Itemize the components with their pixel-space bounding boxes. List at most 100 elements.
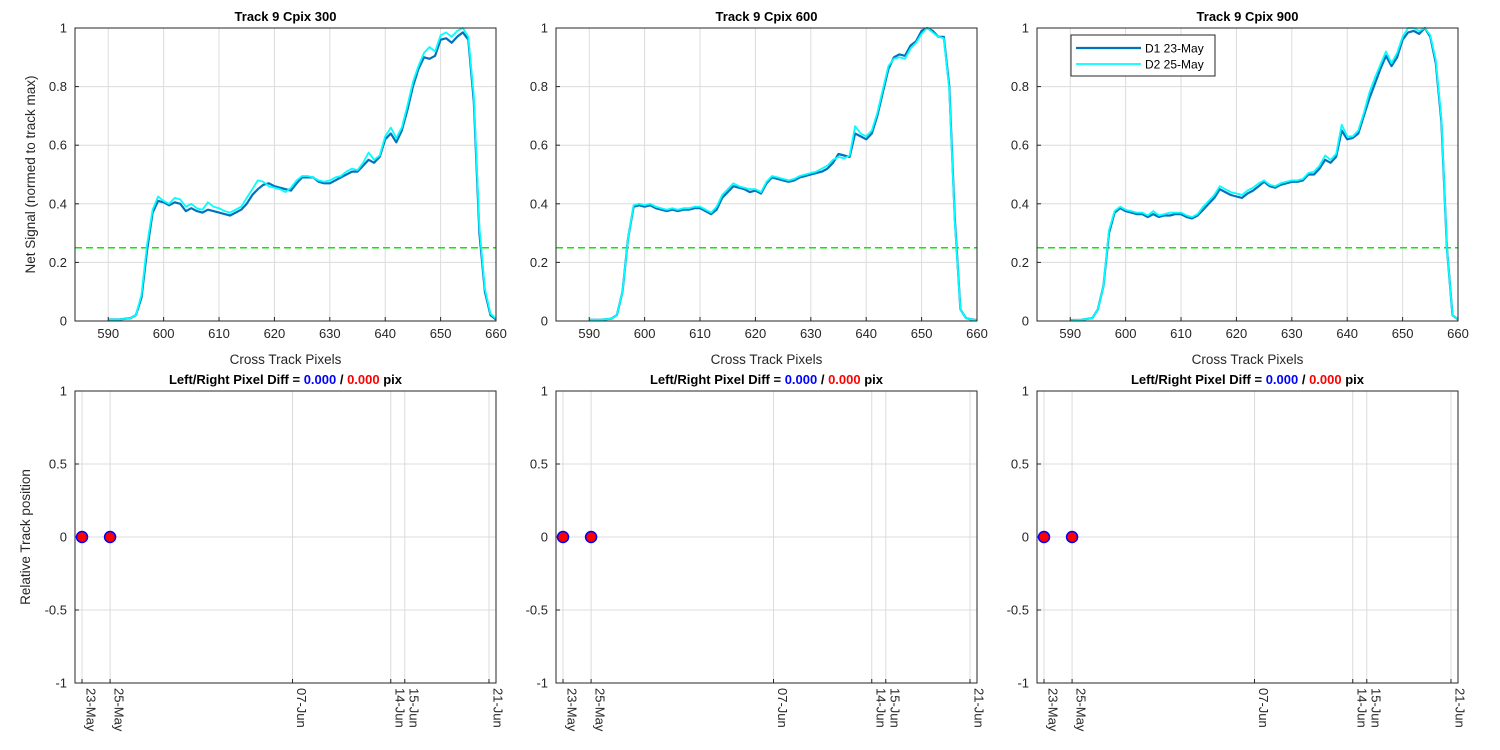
title-suffix: pix: [1342, 372, 1365, 387]
y-tick-label: 0.2: [49, 255, 67, 270]
x-tick-label: 660: [1447, 326, 1469, 341]
y-tick-label: 0.4: [49, 196, 67, 211]
panel-title: Left/Right Pixel Diff = 0.000 / 0.000 pi…: [650, 372, 884, 387]
track-position-point: [556, 530, 570, 544]
series-line-d1: [589, 26, 978, 322]
y-tick-label: -1: [1017, 676, 1029, 691]
axes-box: [555, 27, 978, 322]
x-tick-label: 610: [1170, 326, 1192, 341]
x-axis-label: Cross Track Pixels: [230, 352, 342, 367]
x-tick-label: 600: [1115, 326, 1137, 341]
x-tick-label: 650: [911, 326, 933, 341]
y-axis-label: Net Signal (normed to track max): [23, 75, 38, 273]
x-tick-label: 620: [745, 326, 767, 341]
y-tick-label: -0.5: [526, 603, 548, 618]
track-position-panel-1: -1 -0.5 0 0.5 1 23-May 25-May 07-Jun 14-Jun 15-Ju…: [18, 372, 505, 732]
title-suffix: pix: [380, 372, 403, 387]
y-tick-label: 0: [1022, 530, 1029, 545]
x-date-tick-label: 14-Jun: [392, 688, 407, 728]
x-date-tick-label: 23-May: [565, 688, 580, 732]
series-line-d1: [108, 31, 497, 321]
panel-title: Left/Right Pixel Diff = 0.000 / 0.000 pi…: [169, 372, 403, 387]
x-date-tick-label: 25-May: [593, 688, 608, 732]
y-tick-label: 0.2: [1011, 255, 1029, 270]
y-tick-label: -0.5: [1007, 603, 1029, 618]
axes-box: [74, 27, 497, 322]
y-tick-label: -1: [55, 676, 67, 691]
legend: D1 23-May D2 25-May: [1070, 34, 1216, 77]
x-date-tick-label: 07-Jun: [1256, 688, 1271, 728]
x-tick-label: 640: [1336, 326, 1358, 341]
title-suffix: pix: [861, 372, 884, 387]
track-position-point: [1065, 530, 1079, 544]
right-diff-value: 0.000: [1309, 372, 1342, 387]
x-tick-label: 610: [208, 326, 230, 341]
x-tick-label: 650: [1392, 326, 1414, 341]
y-tick-label: 1: [60, 384, 67, 399]
x-date-tick-label: 21-Jun: [971, 688, 986, 728]
x-date-tick-label: 23-May: [1046, 688, 1061, 732]
title-separator: /: [1298, 372, 1309, 387]
y-tick-label: 0.5: [1011, 457, 1029, 472]
right-diff-value: 0.000: [828, 372, 861, 387]
x-date-tick-label: 25-May: [1074, 688, 1089, 732]
y-tick-label: 0: [541, 530, 548, 545]
right-diff-value: 0.000: [347, 372, 380, 387]
y-tick-label: 0.5: [49, 457, 67, 472]
x-date-tick-label: 21-Jun: [1452, 688, 1467, 728]
x-date-tick-label: 23-May: [84, 688, 99, 732]
x-tick-label: 630: [800, 326, 822, 341]
x-axis-label: Cross Track Pixels: [711, 352, 823, 367]
y-tick-label: 0.6: [530, 138, 548, 153]
x-date-tick-label: 15-Jun: [406, 688, 421, 728]
y-tick-label: 1: [1022, 384, 1029, 399]
axes-box: [1036, 27, 1459, 322]
y-tick-label: 0.6: [49, 138, 67, 153]
legend-box: [1070, 34, 1216, 77]
x-tick-label: 640: [374, 326, 396, 341]
track-position-point: [103, 530, 117, 544]
x-date-tick-label: 14-Jun: [1354, 688, 1369, 728]
x-tick-label: 590: [97, 326, 119, 341]
x-date-tick-label: 14-Jun: [873, 688, 888, 728]
x-tick-label: 600: [153, 326, 175, 341]
track-position-point: [75, 530, 89, 544]
y-tick-label: 1: [541, 384, 548, 399]
panel-title: Track 9 Cpix 600: [716, 9, 818, 24]
x-tick-label: 640: [855, 326, 877, 341]
title-prefix: Left/Right Pixel Diff =: [1131, 372, 1266, 387]
x-tick-label: 600: [634, 326, 656, 341]
y-tick-label: 0.6: [1011, 138, 1029, 153]
title-prefix: Left/Right Pixel Diff =: [169, 372, 304, 387]
x-date-tick-label: 07-Jun: [775, 688, 790, 728]
y-tick-label: 0.8: [1011, 79, 1029, 94]
track-position-point: [1037, 530, 1051, 544]
title-separator: /: [817, 372, 828, 387]
x-date-tick-label: 15-Jun: [887, 688, 902, 728]
track-position-point: [584, 530, 598, 544]
x-date-tick-label: 21-Jun: [490, 688, 505, 728]
title-separator: /: [336, 372, 347, 387]
x-tick-label: 590: [578, 326, 600, 341]
y-tick-label: 0: [60, 530, 67, 545]
x-axis-label: Cross Track Pixels: [1192, 352, 1304, 367]
panel-title: Track 9 Cpix 900: [1197, 9, 1299, 24]
left-diff-value: 0.000: [304, 372, 337, 387]
y-tick-label: 0: [1022, 314, 1029, 329]
y-tick-label: 1: [60, 21, 67, 36]
signal-panel-1: 590 600 610 620 630 640 650 660 0 0.2 0.4 0.6 0.8 1 Tr…: [23, 9, 507, 367]
x-tick-label: 630: [1281, 326, 1303, 341]
left-diff-value: 0.000: [785, 372, 818, 387]
legend-label: D1 23-May: [1145, 42, 1204, 56]
y-tick-label: 0.8: [49, 79, 67, 94]
x-date-tick-label: 25-May: [112, 688, 127, 732]
y-tick-label: 0.4: [530, 196, 548, 211]
x-tick-label: 620: [1226, 326, 1248, 341]
x-tick-label: 630: [319, 326, 341, 341]
y-tick-label: 0: [60, 314, 67, 329]
series-line-d1: [1070, 26, 1459, 322]
x-tick-label: 610: [689, 326, 711, 341]
y-tick-label: -1: [536, 676, 548, 691]
left-diff-value: 0.000: [1266, 372, 1299, 387]
